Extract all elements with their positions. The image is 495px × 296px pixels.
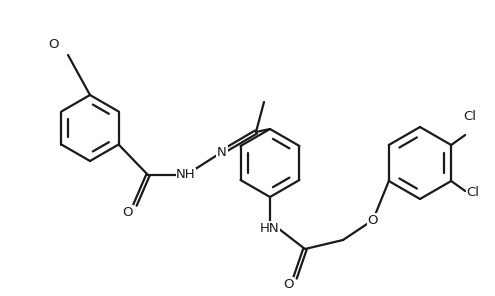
Text: O: O [122,207,132,220]
Text: Cl: Cl [466,186,480,199]
Text: NH: NH [176,168,196,181]
Text: O: O [368,213,378,226]
Text: HN: HN [260,221,280,234]
Text: N: N [217,146,227,158]
Text: O: O [283,278,293,290]
Text: O: O [48,38,58,51]
Text: Cl: Cl [463,110,477,123]
